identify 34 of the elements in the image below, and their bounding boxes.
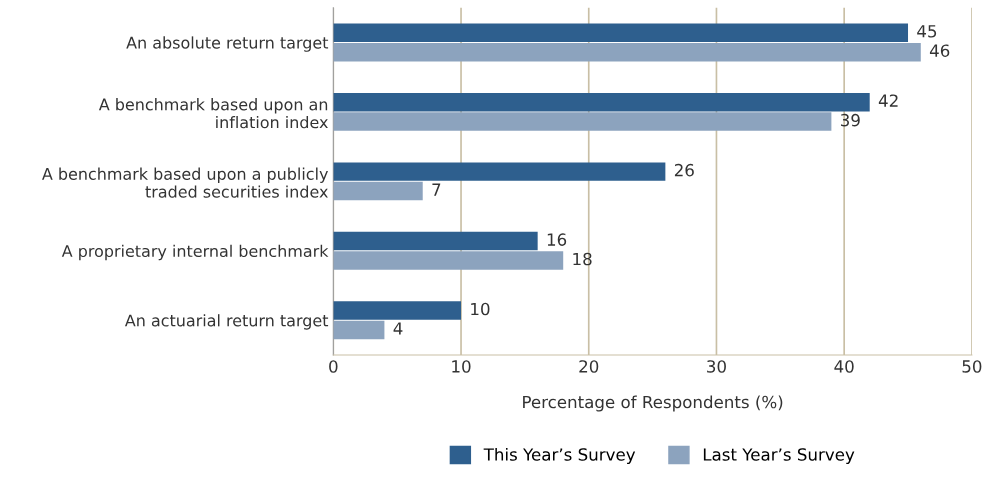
- x-tick-label: 50: [962, 360, 982, 373]
- bar: [333, 251, 564, 270]
- x-tick-label: 30: [707, 360, 726, 373]
- legend-label: Last Year’s Survey: [703, 448, 855, 465]
- data-label: 16: [547, 233, 567, 246]
- data-label: 39: [841, 113, 860, 127]
- legend-label: This Year’s Survey: [483, 447, 636, 465]
- bar: [333, 162, 666, 181]
- x-tick-label: 0: [329, 360, 338, 373]
- data-label: 18: [573, 252, 592, 266]
- bar: [333, 112, 832, 131]
- x-tick-label: 10: [452, 360, 471, 373]
- data-label: 26: [674, 163, 694, 177]
- data-label: 46: [929, 44, 950, 57]
- bar: [333, 301, 462, 320]
- y-tick-label: A benchmark based upon an inflation index: [98, 98, 328, 129]
- data-label: 7: [432, 183, 441, 196]
- bar: [333, 231, 538, 251]
- x-tick-label: 40: [834, 360, 854, 373]
- y-tick-label: An actuarial return target: [124, 314, 329, 330]
- bar: [333, 92, 870, 112]
- data-label: 42: [878, 94, 898, 107]
- bar: [333, 23, 909, 42]
- bar: [333, 42, 921, 62]
- bar: [333, 181, 423, 201]
- y-tick-label: An absolute return target: [126, 36, 329, 52]
- bar: [333, 320, 385, 340]
- data-label: 45: [917, 25, 937, 38]
- y-tick-label: A benchmark based upon a publicly traded securities index: [42, 167, 328, 198]
- y-tick-label: A proprietary internal benchmark: [61, 244, 329, 261]
- x-axis-title: Percentage of Respondents (%): [523, 395, 783, 412]
- data-label: 10: [471, 302, 490, 316]
- data-label: 4: [393, 322, 403, 335]
- x-tick-label: 20: [579, 360, 599, 373]
